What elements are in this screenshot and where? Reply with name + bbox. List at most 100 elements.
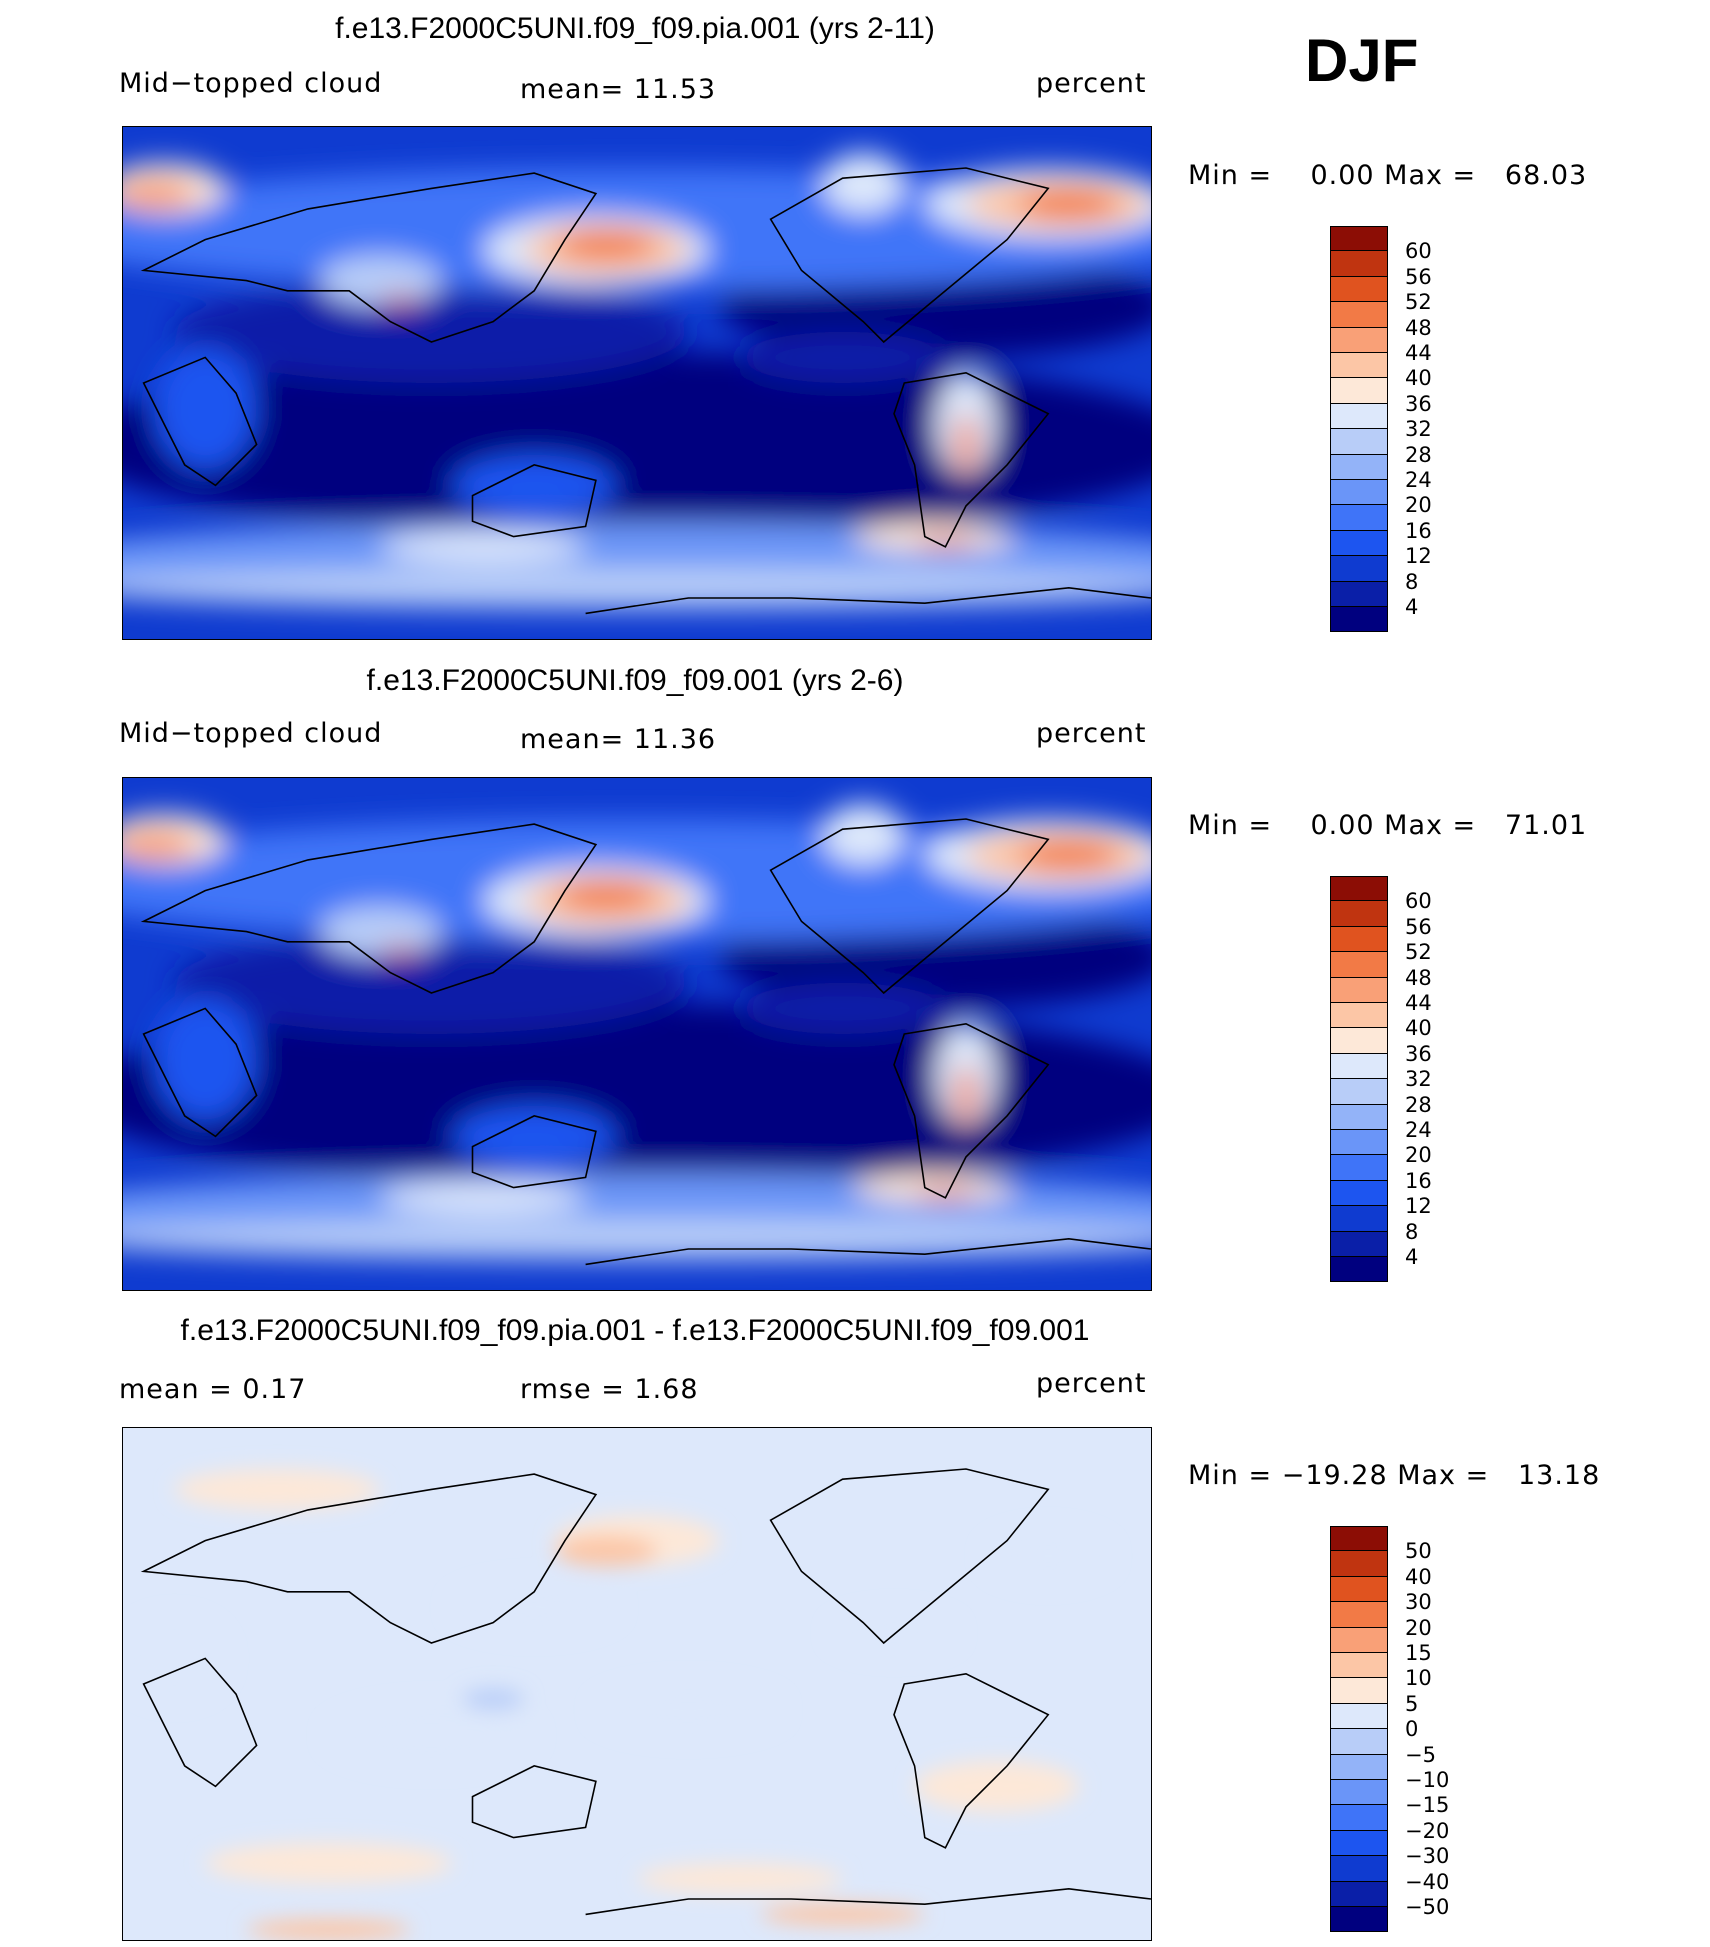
coastline xyxy=(585,1237,1151,1266)
colorbar-swatch xyxy=(1330,1856,1388,1882)
coastline xyxy=(471,464,597,538)
field-contour xyxy=(822,803,905,866)
colorbar-swatch xyxy=(1330,454,1388,480)
field-contour xyxy=(637,1863,843,1894)
colorbar-swatch xyxy=(1330,1754,1388,1780)
coastline xyxy=(471,1115,597,1189)
field-contour xyxy=(123,178,195,209)
colorbar-swatch xyxy=(1330,1653,1388,1679)
field-contour xyxy=(852,1172,1018,1203)
colorbar-tick-label: 52 xyxy=(1405,290,1432,315)
colorbar-swatch xyxy=(1330,926,1388,953)
field-contour xyxy=(380,531,586,563)
colorbar-swatch xyxy=(1330,1180,1388,1207)
colorbar-tick-label: 50 xyxy=(1405,1539,1432,1564)
panel-3-min-max: Min = −19.28 Max = 13.18 xyxy=(1188,1460,1601,1491)
coastline xyxy=(142,1007,258,1138)
colorbar-tick-label: −50 xyxy=(1405,1895,1450,1919)
colorbar-tick-label: 32 xyxy=(1405,1067,1432,1092)
colorbar-tick-label: 16 xyxy=(1405,1168,1432,1193)
colorbar-tick-label: 12 xyxy=(1405,544,1432,569)
panel-2-units-label: percent xyxy=(1036,718,1147,749)
panel-2-mean-label: mean= 11.36 xyxy=(520,724,717,755)
field-contour xyxy=(205,1842,452,1884)
map-svg xyxy=(123,1428,1151,1940)
colorbar-tick-label: 40 xyxy=(1405,366,1432,391)
field-contour xyxy=(123,567,1151,609)
coastline xyxy=(893,1672,1050,1849)
field-contour xyxy=(123,1003,1151,1188)
panel-1-units-label: percent xyxy=(1036,68,1147,99)
field-contour xyxy=(914,1760,1080,1812)
panel-3-title: f.e13.F2000C5UNI.f09_f09.pia.001 - f.e13… xyxy=(180,1314,1090,1347)
colorbar-tick-label: 32 xyxy=(1405,417,1432,442)
panel-3-rmse-label: rmse = 1.68 xyxy=(520,1374,699,1405)
panel-2-title: f.e13.F2000C5UNI.f09_f09.001 (yrs 2-6) xyxy=(366,664,904,697)
field-contour xyxy=(832,1612,956,1654)
colorbar-tick-label: 44 xyxy=(1405,341,1432,365)
field-contour xyxy=(123,352,1151,537)
coastline xyxy=(769,1468,1050,1645)
colorbar-swatch xyxy=(1330,353,1388,379)
colorbar-tick-label: 16 xyxy=(1405,518,1432,543)
colorbar-swatch xyxy=(1330,226,1388,252)
panel-1-mean-label: mean= 11.53 xyxy=(520,74,717,105)
field-contour xyxy=(1017,839,1121,871)
field-contour xyxy=(123,1218,1151,1260)
colorbar-swatch xyxy=(1330,480,1388,506)
colorbar-tick-label: −15 xyxy=(1405,1793,1450,1818)
colorbar-tick-label: 20 xyxy=(1405,493,1432,518)
field-contour xyxy=(739,982,946,1034)
field-contour xyxy=(153,347,257,471)
colorbar-swatch xyxy=(1330,1703,1388,1730)
field-contour xyxy=(852,521,1018,552)
colorbar-swatch xyxy=(1330,1104,1388,1130)
colorbar-swatch xyxy=(1330,607,1388,633)
colorbar-tick-label: 40 xyxy=(1405,1016,1432,1041)
colorbar-swatch xyxy=(1330,1881,1388,1907)
field-contour xyxy=(986,1530,1110,1582)
colorbar-swatch xyxy=(1330,1155,1388,1181)
colorbar-tick-label: 15 xyxy=(1405,1641,1432,1665)
colorbar-swatch xyxy=(1330,876,1388,902)
colorbar-tick-label: 56 xyxy=(1405,264,1432,289)
colorbar-swatch xyxy=(1330,1602,1388,1628)
colorbar-tick-label: 10 xyxy=(1405,1666,1432,1691)
colorbar-tick-label: −20 xyxy=(1405,1818,1450,1843)
field-contour xyxy=(174,280,689,383)
colorbar-swatch xyxy=(1330,530,1388,557)
field-contour xyxy=(739,331,946,383)
colorbar-swatch xyxy=(1330,556,1388,582)
coastline xyxy=(142,356,258,487)
season-label: DJF xyxy=(1305,27,1419,94)
colorbar-tick-label: 12 xyxy=(1405,1194,1432,1219)
colorbar-tick-label: 20 xyxy=(1405,1615,1432,1640)
field-contour xyxy=(760,1904,925,1925)
field-contour xyxy=(123,829,195,860)
coastline xyxy=(769,167,1050,344)
colorbar-swatch xyxy=(1330,1231,1388,1257)
map-svg xyxy=(123,127,1151,639)
colorbar-swatch xyxy=(1330,1526,1388,1552)
panel-1-min-max: Min = 0.00 Max = 68.03 xyxy=(1188,160,1588,191)
colorbar-swatch xyxy=(1330,276,1388,303)
field-contour xyxy=(246,1919,411,1940)
colorbar-tick-label: 36 xyxy=(1405,391,1432,416)
panel-2-min-max: Min = 0.00 Max = 71.01 xyxy=(1188,810,1588,841)
coastline xyxy=(471,1765,597,1839)
field-contour xyxy=(328,1704,535,1766)
colorbar-tick-label: 28 xyxy=(1405,442,1432,467)
field-contour xyxy=(123,1617,226,1700)
field-contour xyxy=(380,1182,586,1214)
colorbar-tick-label: 44 xyxy=(1405,991,1432,1015)
field-contour xyxy=(462,1689,524,1710)
coastline xyxy=(893,1022,1050,1199)
colorbar-tick-label: 60 xyxy=(1405,889,1432,914)
field-contour xyxy=(822,152,905,215)
colorbar-tick-label: 24 xyxy=(1405,468,1432,492)
colorbar-tick-label: 20 xyxy=(1405,1143,1432,1168)
colorbar-swatch xyxy=(1330,1678,1388,1704)
field-contour xyxy=(318,906,442,958)
colorbar-tick-label: 8 xyxy=(1405,569,1419,594)
colorbar-swatch xyxy=(1330,1729,1388,1755)
